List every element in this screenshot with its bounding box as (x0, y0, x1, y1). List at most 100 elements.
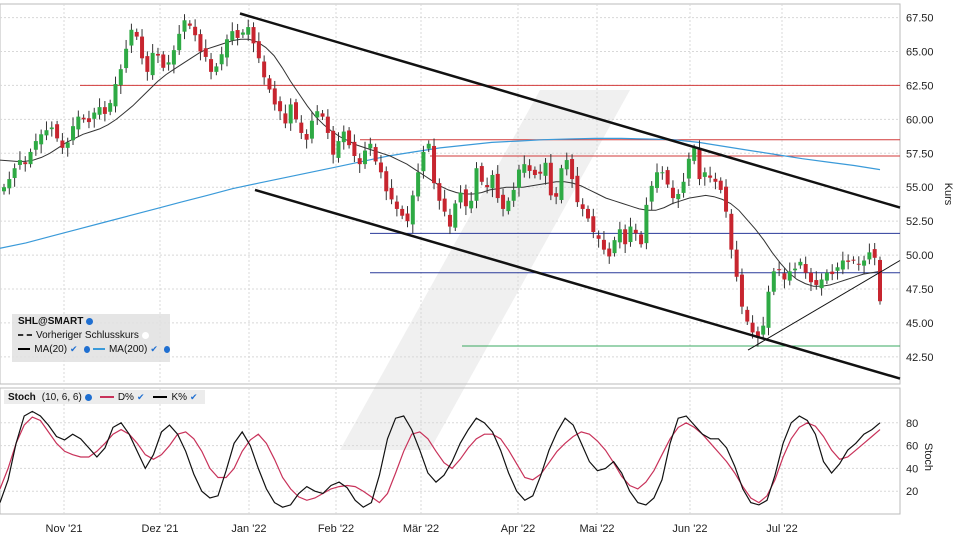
candle-body (580, 204, 585, 209)
legend-prev-close: Vorheriger Schlusskurs (12, 328, 170, 342)
stoch-tick-label: 80 (906, 418, 918, 430)
candle-body (543, 162, 548, 176)
price-tick-label: 57.50 (906, 148, 934, 160)
candle-body (458, 192, 463, 203)
candle-body (182, 20, 187, 32)
candle-body (235, 30, 240, 38)
candle-body (485, 185, 490, 188)
candle-body (166, 62, 171, 65)
candle-body (363, 150, 368, 165)
candle-body (389, 188, 394, 200)
candle-body (729, 213, 734, 250)
candle-body (713, 178, 718, 182)
candle-body (665, 170, 670, 185)
check-icon[interactable]: ✔ (190, 391, 198, 402)
price-tick-label: 47.50 (906, 284, 934, 296)
stoch-settings-icon[interactable] (84, 393, 92, 401)
candle-body (198, 34, 203, 52)
candle-body (400, 208, 405, 216)
candle-body (798, 261, 803, 266)
candle-body (697, 147, 702, 180)
candle-body (522, 164, 527, 173)
candle-body (586, 208, 590, 219)
stoch-tick-label: 60 (906, 441, 918, 453)
symbol-settings-icon[interactable] (86, 317, 94, 325)
candlesticks (2, 14, 882, 347)
candle-body (670, 187, 675, 199)
candle-body (745, 309, 750, 322)
candle-body (739, 274, 744, 307)
candle-body (384, 171, 389, 192)
candle-body (708, 175, 713, 178)
check-icon[interactable]: ✔ (70, 343, 78, 354)
stoch-d-line (0, 416, 881, 504)
ma20-settings-icon[interactable] (83, 345, 90, 353)
check-icon[interactable]: ✔ (136, 391, 145, 402)
price-tick-label: 60.00 (906, 114, 934, 126)
ma200-settings-icon[interactable] (163, 345, 170, 353)
ma20-swatch-icon (18, 348, 31, 350)
candle-body (219, 54, 224, 65)
price-tick-label: 45.00 (906, 318, 934, 330)
candle-body (341, 131, 346, 143)
candle-body (108, 103, 113, 112)
candle-body (357, 158, 362, 165)
candle-body (564, 160, 569, 170)
candle-body (766, 291, 771, 328)
symbol-label: SHL@SMART (18, 315, 84, 327)
candle-body (256, 41, 261, 59)
ma200-swatch-icon (92, 348, 105, 350)
candle-body (851, 259, 856, 261)
stoch-axis-title: Stoch (922, 443, 934, 471)
candle-body (283, 113, 288, 124)
candle-body (378, 162, 383, 173)
candle-body (177, 33, 182, 51)
candle-body (60, 140, 65, 148)
x-tick-label: Nov '21 (46, 523, 83, 535)
k-label: K% (171, 391, 188, 403)
candle-body (856, 263, 861, 265)
stoch-params: (10, 6, 6) (41, 391, 82, 403)
candle-body (251, 27, 256, 44)
stoch-legend: Stoch (10, 6, 6) D% ✔ K% ✔ (4, 390, 205, 404)
candle-body (814, 280, 819, 285)
price-panel-frame (0, 3, 901, 385)
candle-body (734, 249, 739, 277)
candle-body (214, 66, 219, 72)
candle-body (516, 169, 521, 188)
x-tick-label: Jan '22 (231, 523, 266, 535)
candle-body (134, 31, 139, 37)
stoch-title: Stoch (8, 391, 36, 403)
candle-body (527, 165, 532, 171)
candle-body (416, 172, 421, 197)
candle-body (474, 168, 479, 201)
candle-body (782, 273, 787, 280)
candle-body (787, 271, 792, 281)
candle-body (102, 107, 107, 114)
check-icon[interactable]: ✔ (150, 343, 158, 354)
candle-body (246, 27, 251, 35)
candle-body (113, 84, 118, 107)
candle-body (501, 194, 506, 209)
price-tick-label: 50.00 (906, 250, 934, 262)
candle-body (681, 181, 686, 193)
candle-body (601, 239, 606, 250)
candle-body (86, 118, 91, 123)
uptrend-line (747, 260, 901, 351)
candle-body (793, 268, 798, 271)
candle-body (97, 107, 102, 115)
candle-body (617, 229, 622, 243)
trend-lines (239, 12, 901, 380)
candle-body (410, 195, 415, 225)
candle-body (299, 122, 304, 133)
candle-body (230, 31, 235, 41)
axes: 67.50 65.00 62.50 60.00 57.50 55.00 52.50 50.00… (46, 13, 954, 535)
candle-body (771, 271, 776, 292)
candle-body (538, 171, 543, 174)
candle-body (495, 173, 500, 199)
candle-body (44, 130, 49, 136)
candle-body (309, 120, 314, 139)
candle-body (506, 200, 511, 212)
candle-body (479, 166, 484, 182)
visibility-toggle-icon[interactable] (141, 331, 149, 339)
